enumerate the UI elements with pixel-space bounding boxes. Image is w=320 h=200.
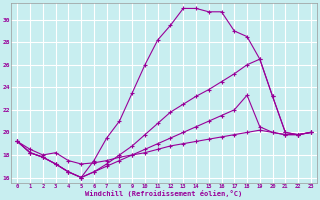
X-axis label: Windchill (Refroidissement éolien,°C): Windchill (Refroidissement éolien,°C): [85, 190, 243, 197]
